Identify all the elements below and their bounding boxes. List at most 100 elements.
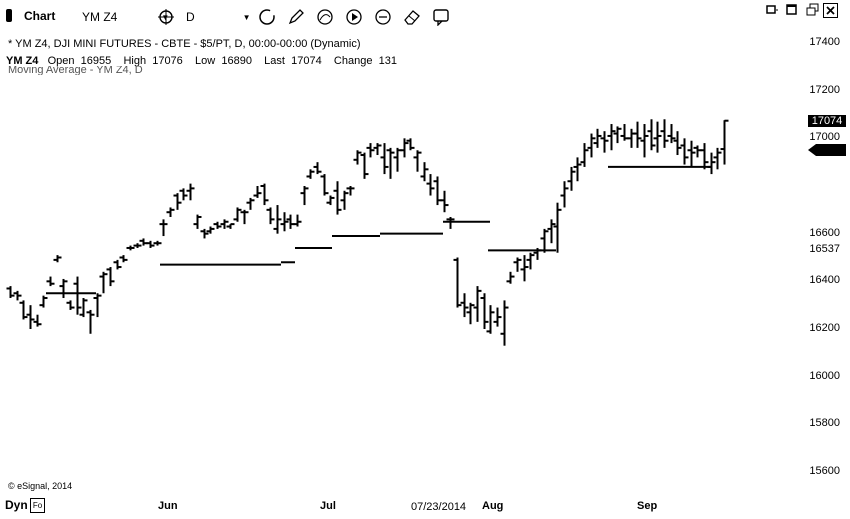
ohlc-bar [353, 150, 362, 165]
y-tick-label: 16000 [809, 369, 840, 382]
ohlc-bar [46, 276, 55, 287]
ohlc-bar [386, 147, 395, 179]
crosshair-icon[interactable] [157, 8, 175, 26]
ohlc-bar [193, 214, 202, 229]
ohlc-bar [446, 216, 455, 229]
ohlc-bar [426, 174, 435, 196]
ohlc-bar [433, 176, 442, 206]
ohlc-bar [647, 119, 656, 151]
ohlc-bar [653, 121, 662, 153]
ohlc-bar [587, 133, 596, 158]
interval-selector[interactable]: D ▼ [186, 10, 251, 24]
ohlc-bar [473, 286, 482, 322]
x-tick-sep: Sep [637, 500, 658, 512]
ohlc-bar [86, 309, 95, 334]
ohlc-bar [133, 243, 142, 248]
ohlc-bar [460, 293, 469, 318]
last-label: Last [264, 55, 285, 67]
ohlc-bar [66, 300, 75, 310]
restore-icon[interactable] [766, 3, 779, 16]
ohlc-bar [400, 138, 409, 158]
ohlc-bar [520, 255, 529, 282]
ohlc-bar [453, 257, 462, 308]
ohlc-bar [540, 228, 549, 253]
low-value: 16890 [221, 55, 252, 67]
ohlc-bar [440, 190, 449, 213]
ohlc-bar [627, 128, 636, 148]
loop-icon[interactable] [258, 8, 276, 26]
ohlc-bar [220, 219, 229, 229]
dyn-toggle-button[interactable]: Fo [30, 498, 45, 513]
ohlc-bar [493, 307, 502, 327]
ohlc-bar [119, 255, 128, 263]
ohlc-bar [206, 226, 215, 234]
ohlc-bar [506, 271, 515, 284]
zoom-icon[interactable] [374, 8, 392, 26]
ohlc-bar [159, 219, 168, 237]
ohlc-bar [346, 186, 355, 196]
comment-icon[interactable] [432, 8, 450, 27]
ohlc-bar [19, 300, 28, 320]
ohlc-bar [486, 305, 495, 334]
ohlc-bar [300, 186, 309, 206]
ohlc-bar [667, 124, 676, 144]
ohlc-bar [200, 228, 209, 239]
ohlc-bar [306, 169, 315, 179]
high-label: High [123, 55, 147, 67]
ohlc-bar [593, 128, 602, 148]
ohlc-bar [553, 202, 562, 253]
chart-window-icon [6, 9, 12, 22]
x-tick-jul: Jul [320, 500, 336, 512]
ohlc-bar [179, 188, 188, 201]
high-value: 17076 [152, 55, 183, 67]
ohlc-bar [607, 124, 616, 151]
arc-tool-icon[interactable] [316, 8, 334, 26]
ohlc-bar [26, 305, 35, 329]
last-value: 17074 [291, 55, 322, 67]
maximize-icon[interactable] [785, 3, 798, 16]
restore-icon[interactable] [806, 3, 819, 16]
ohlc-bar [620, 124, 629, 141]
y-tick-label: 15600 [809, 465, 840, 477]
y-tick-label: 17400 [809, 36, 840, 48]
interval-value: D [186, 10, 195, 24]
ohlc-bar [673, 131, 682, 156]
ohlc-bar [360, 152, 369, 179]
close-icon[interactable] [823, 3, 838, 18]
low-label: Low [195, 55, 216, 67]
ohlc-bar [713, 147, 722, 170]
ohlc-bar [366, 143, 375, 158]
ohlc-bar [560, 181, 569, 208]
ohlc-bar [326, 195, 335, 206]
ohlc-bar [59, 278, 68, 299]
x-tick-aug: Aug [482, 500, 504, 512]
play-icon[interactable] [345, 8, 363, 26]
ohlc-bar [513, 257, 522, 272]
ohlc-bar [660, 119, 669, 148]
ohlc-bar [79, 298, 88, 318]
open-value: 16955 [80, 55, 112, 67]
ohlc-bar [173, 193, 182, 210]
y-tick-label: 17200 [809, 83, 840, 96]
ohlc-bar [526, 252, 535, 270]
ohlc-bar [393, 147, 402, 172]
ohlc-bar [340, 190, 349, 210]
ohlc-bar [480, 293, 489, 329]
ohlc-bar [600, 131, 609, 153]
eraser-icon[interactable] [403, 8, 421, 26]
ohlc-bar [166, 207, 175, 217]
ohlc-bar [266, 207, 275, 225]
y-tick-label: 16400 [809, 274, 840, 287]
ohlc-bar [693, 145, 702, 158]
ohlc-bar [253, 186, 262, 198]
pencil-icon[interactable] [287, 8, 305, 26]
ohlc-bar [333, 181, 342, 215]
chevron-down-icon[interactable]: ▼ [242, 12, 251, 22]
ohlc-bar [573, 157, 582, 182]
ohlc-bar [500, 300, 509, 346]
ohlc-bar [567, 166, 576, 191]
quote-symbol: YM Z4 [6, 55, 39, 67]
copyright-text: © eSignal, 2014 [8, 481, 73, 491]
ohlc-bar [233, 207, 242, 222]
